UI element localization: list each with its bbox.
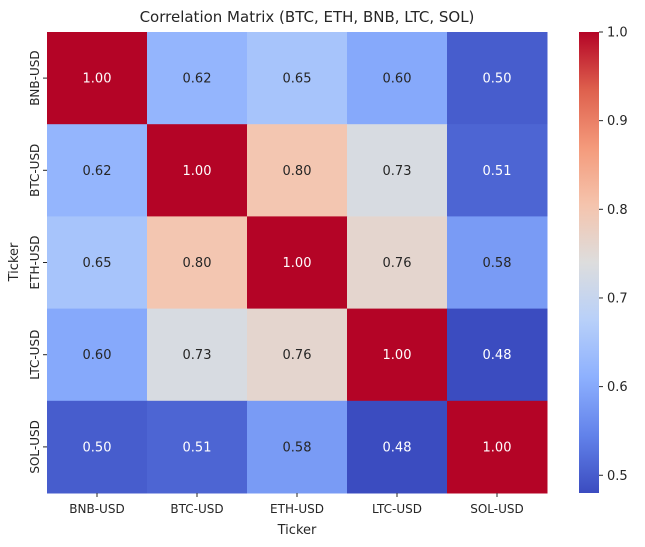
y-tick-label: BNB-USD — [28, 50, 42, 105]
cell-value-label: 1.00 — [283, 256, 312, 271]
cell-value-label: 0.51 — [183, 440, 212, 455]
cell-value-label: 0.80 — [183, 256, 212, 271]
heatmap-cell — [347, 32, 448, 125]
cell-value-label: 0.80 — [283, 164, 312, 179]
y-tick-label: BTC-USD — [28, 144, 42, 197]
y-tick-label: SOL-USD — [28, 420, 42, 474]
cell-value-label: 0.48 — [483, 348, 512, 363]
colorbar-tick-label: 0.8 — [607, 203, 628, 218]
cell-value-label: 0.58 — [483, 256, 512, 271]
colorbar — [579, 32, 599, 493]
y-axis-label: Ticker — [7, 242, 22, 282]
heatmap-cell — [147, 216, 248, 310]
heatmap-cell — [247, 216, 348, 310]
heatmap-cell — [347, 216, 448, 310]
heatmap-cell — [147, 400, 248, 494]
x-tick-label: ETH-USD — [270, 502, 324, 516]
x-axis-label: Ticker — [277, 523, 317, 538]
heatmap-cell — [147, 32, 248, 125]
cell-value-label: 1.00 — [483, 440, 512, 455]
heatmap-cell — [447, 216, 548, 310]
cell-value-label: 0.48 — [383, 440, 412, 455]
colorbar-tick-label: 0.9 — [607, 114, 628, 129]
heatmap-cell — [247, 400, 348, 494]
heatmap-cell — [47, 32, 148, 125]
heatmap-cell — [147, 308, 248, 402]
cell-value-label: 0.62 — [83, 164, 112, 179]
x-tick-label: LTC-USD — [372, 502, 422, 516]
y-tick-label: LTC-USD — [28, 330, 42, 380]
y-tick-label: ETH-USD — [28, 236, 42, 290]
heatmap-cell — [47, 216, 148, 310]
cell-value-label: 0.58 — [283, 440, 312, 455]
heatmap-cell — [347, 400, 448, 494]
heatmap-cell — [447, 32, 548, 125]
cell-value-label: 0.50 — [83, 440, 112, 455]
cell-value-label: 0.76 — [383, 256, 412, 271]
x-tick-label: BNB-USD — [69, 502, 124, 516]
heatmap-cell — [47, 124, 148, 217]
colorbar-tick-label: 0.7 — [607, 291, 628, 306]
cell-value-label: 1.00 — [183, 164, 212, 179]
x-tick-label: SOL-USD — [470, 502, 524, 516]
colorbar-tick-label: 0.6 — [607, 380, 628, 395]
heatmap-cell — [47, 308, 148, 402]
cell-value-label: 0.76 — [283, 348, 312, 363]
x-tick-label: BTC-USD — [170, 502, 223, 516]
cell-value-label: 0.65 — [283, 72, 312, 87]
cell-value-label: 0.50 — [483, 72, 512, 87]
colorbar-tick-label: 1.0 — [607, 26, 628, 41]
heatmap-cell — [247, 308, 348, 402]
cell-value-label: 0.60 — [383, 72, 412, 87]
heatmap-cell — [347, 308, 448, 402]
heatmap-cell — [47, 400, 148, 494]
chart-title: Correlation Matrix (BTC, ETH, BNB, LTC, … — [140, 8, 475, 26]
cell-value-label: 0.73 — [383, 164, 412, 179]
colorbar-tick-label: 0.5 — [607, 469, 628, 484]
cell-value-label: 1.00 — [83, 72, 112, 87]
heatmap-cell — [147, 124, 248, 217]
cell-value-label: 0.65 — [83, 256, 112, 271]
cell-value-label: 0.51 — [483, 164, 512, 179]
heatmap-cell — [447, 124, 548, 217]
heatmap-cell — [247, 124, 348, 217]
cell-value-label: 0.62 — [183, 72, 212, 87]
heatmap-cell — [447, 400, 548, 494]
heatmap-cell — [447, 308, 548, 402]
heatmap-cell — [247, 32, 348, 125]
cell-value-label: 0.60 — [83, 348, 112, 363]
cell-value-label: 0.73 — [183, 348, 212, 363]
cell-value-label: 1.00 — [383, 348, 412, 363]
heatmap-cell — [347, 124, 448, 217]
